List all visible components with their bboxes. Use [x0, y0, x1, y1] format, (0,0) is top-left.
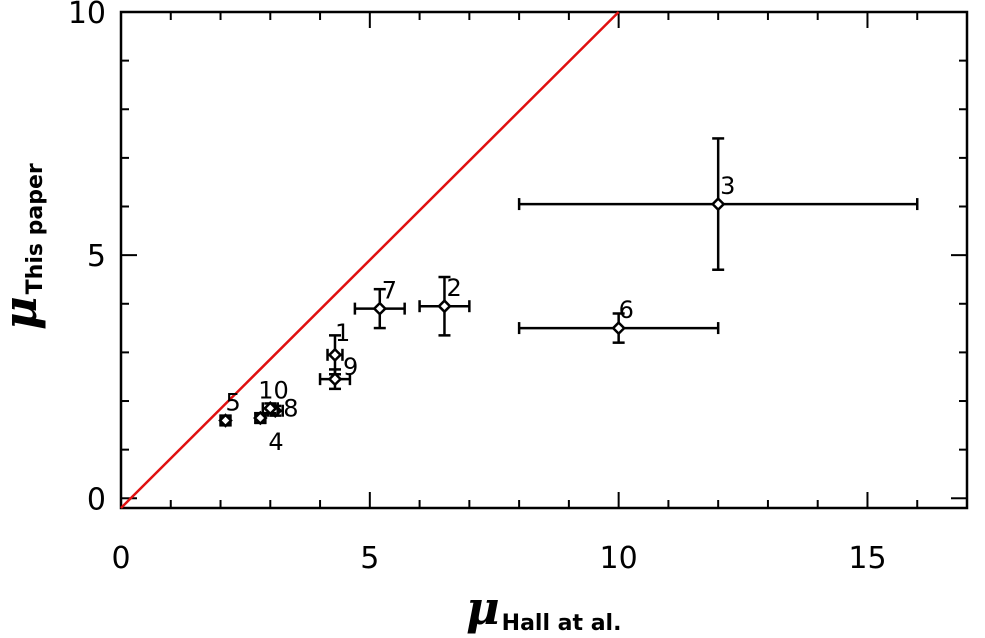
diamond-marker: [437, 298, 452, 314]
data-point-1: 1: [326, 319, 350, 376]
x-tick-label: 10: [600, 541, 638, 576]
data-point-7: 7: [353, 277, 406, 330]
y-tick-label: 0: [87, 482, 106, 517]
point-label: 7: [382, 277, 397, 305]
data-point-3: 3: [517, 137, 919, 271]
diamond-marker: [372, 301, 388, 316]
diamond-marker: [327, 371, 343, 387]
diamond-marker: [253, 410, 268, 426]
x-axis-label: μHall at al.: [466, 581, 621, 636]
y-axis-symbol: μ: [0, 296, 47, 330]
reference-line: [120, 11, 620, 509]
diamond-marker: [710, 196, 726, 212]
point-label: 4: [268, 428, 283, 456]
point-label: 3: [720, 172, 735, 200]
point-label: 6: [619, 296, 634, 324]
x-tick-label: 15: [848, 541, 886, 576]
x-tick-label: 0: [111, 541, 130, 576]
data-point-2: 2: [418, 274, 471, 337]
diamond-marker: [263, 401, 278, 416]
y-axis-label: μThis paper: [0, 163, 48, 330]
point-label: 9: [343, 353, 358, 381]
point-label: 2: [446, 274, 461, 302]
data-point-5: 5: [218, 388, 241, 428]
point-label: 8: [283, 395, 298, 423]
y-tick-label: 5: [87, 239, 106, 274]
data-point-6: 6: [517, 296, 720, 344]
plot-frame: [119, 10, 969, 510]
y-axis-subscript: This paper: [23, 163, 48, 294]
data-point-9: 9: [318, 353, 358, 391]
y-tick-label: 10: [68, 0, 106, 31]
diamond-marker: [327, 347, 343, 363]
data-point-10: 10: [258, 376, 289, 416]
diamond-marker: [611, 320, 626, 336]
point-label: 5: [226, 388, 241, 416]
x-axis-subscript: Hall at al.: [502, 611, 622, 636]
point-label: 10: [258, 376, 289, 404]
diamond-marker: [218, 413, 233, 428]
x-tick-label: 5: [360, 541, 379, 576]
point-label: 1: [335, 319, 350, 347]
data-points: 1 2 3 45 6 7 8 9 10: [218, 137, 919, 456]
x-axis-symbol: μ: [466, 581, 500, 635]
data-point-4: 4: [253, 410, 284, 456]
